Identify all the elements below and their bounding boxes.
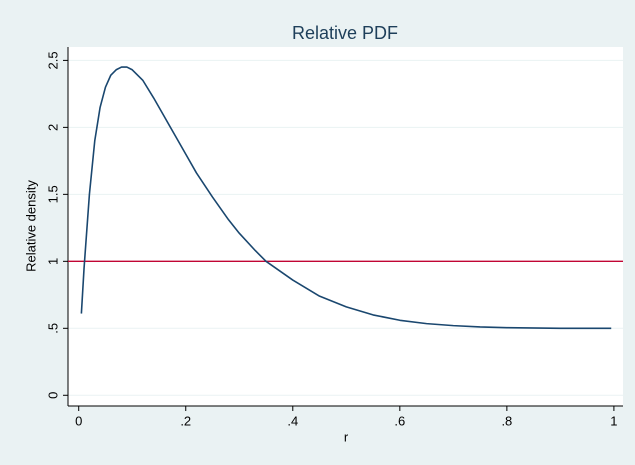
- y-tick-label: 1.5: [45, 185, 60, 203]
- x-tick-label: .2: [180, 413, 191, 428]
- y-tick-label: 0: [45, 392, 60, 399]
- x-axis-label: r: [344, 429, 349, 444]
- y-axis-label: Relative density: [23, 180, 38, 272]
- plot-area: [68, 47, 623, 406]
- line-series: [80, 66, 612, 330]
- chart-title: Relative PDF: [292, 23, 398, 43]
- y-tick-label: .5: [45, 323, 60, 334]
- x-tick-label: .6: [394, 413, 405, 428]
- x-tick-label: 0: [75, 413, 82, 428]
- y-tick-label: 1: [45, 258, 60, 265]
- x-tick-label: 1: [610, 413, 617, 428]
- x-tick-label: .8: [501, 413, 512, 428]
- y-tick-label: 2.5: [45, 51, 60, 69]
- x-tick-label: .4: [287, 413, 298, 428]
- y-tick-label: 2: [45, 124, 60, 131]
